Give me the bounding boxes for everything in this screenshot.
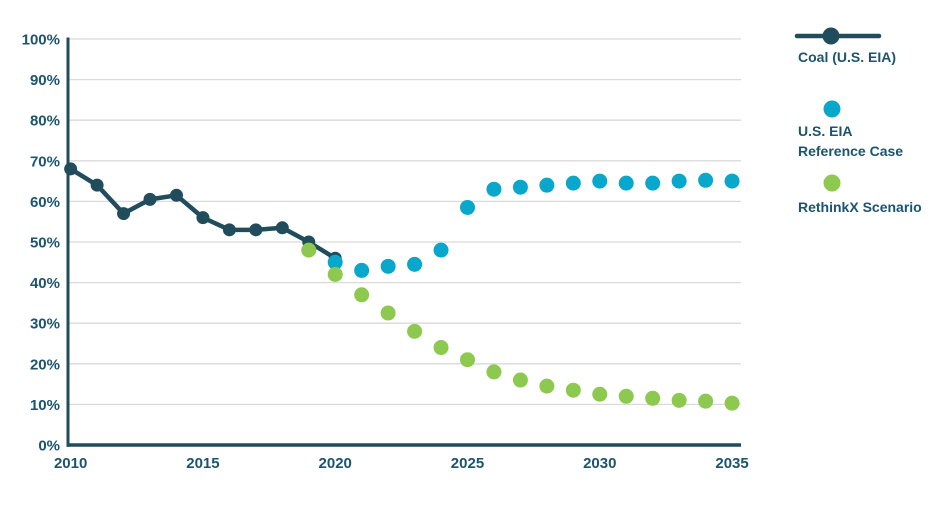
y-tick-label-10: 10% <box>30 397 60 414</box>
data-point-rethinkx-scenario-2026 <box>486 364 502 380</box>
data-point-rethinkx-scenario-2027 <box>512 372 528 388</box>
x-tick-label-2015: 2015 <box>186 455 219 472</box>
data-point-u-s-eia-reference-case-2035 <box>724 173 740 189</box>
legend-label-eia-reference-line2: Reference Case <box>798 143 904 159</box>
data-point-rethinkx-scenario-2021 <box>354 287 370 303</box>
data-point-coal-u-s-eia-2013 <box>143 192 157 206</box>
data-point-u-s-eia-reference-case-2030 <box>592 173 608 189</box>
data-point-u-s-eia-reference-case-2032 <box>645 175 661 191</box>
y-tick-label-70: 70% <box>30 153 60 170</box>
data-point-u-s-eia-reference-case-2034 <box>698 172 714 188</box>
data-point-u-s-eia-reference-case-2025 <box>459 199 475 215</box>
legend-label-eia-reference: U.S. EIA Reference Case <box>798 121 903 161</box>
y-tick-label-40: 40% <box>30 275 60 292</box>
data-point-rethinkx-scenario-2030 <box>592 386 608 402</box>
data-point-rethinkx-scenario-2033 <box>671 392 687 408</box>
data-point-u-s-eia-reference-case-2028 <box>539 177 555 193</box>
eia-reference-dot-marker <box>823 100 841 118</box>
x-tick-label-2020: 2020 <box>319 455 352 472</box>
y-tick-label-0: 0% <box>38 438 60 455</box>
data-point-rethinkx-scenario-2035 <box>724 395 740 411</box>
coal-line-dot-marker <box>794 27 882 45</box>
data-point-u-s-eia-reference-case-2024 <box>433 242 449 258</box>
data-point-coal-u-s-eia-2011 <box>90 178 104 192</box>
x-tick-label-2035: 2035 <box>715 455 748 472</box>
data-point-u-s-eia-reference-case-2027 <box>512 179 528 195</box>
data-point-coal-u-s-eia-2010 <box>64 162 78 176</box>
data-point-coal-u-s-eia-2014 <box>169 188 183 202</box>
data-point-u-s-eia-reference-case-2026 <box>486 181 502 197</box>
data-point-rethinkx-scenario-2029 <box>565 382 581 398</box>
y-tick-label-20: 20% <box>30 356 60 373</box>
data-point-coal-u-s-eia-2016 <box>222 223 236 237</box>
chart-legend: Coal (U.S. EIA) U.S. EIA Reference Case … <box>790 0 948 250</box>
legend-label-rethinkx: RethinkX Scenario <box>798 199 922 215</box>
data-point-u-s-eia-reference-case-2022 <box>380 258 396 274</box>
data-point-coal-u-s-eia-2012 <box>117 207 131 221</box>
data-point-u-s-eia-reference-case-2023 <box>407 256 423 272</box>
legend-label-coal: Coal (U.S. EIA) <box>798 49 897 65</box>
y-tick-label-80: 80% <box>30 113 60 130</box>
data-point-rethinkx-scenario-2031 <box>618 388 634 404</box>
data-point-coal-u-s-eia-2018 <box>275 221 289 235</box>
y-tick-label-30: 30% <box>30 316 60 333</box>
data-point-rethinkx-scenario-2022 <box>380 305 396 321</box>
data-point-coal-u-s-eia-2017 <box>249 223 263 237</box>
data-point-rethinkx-scenario-2028 <box>539 378 555 394</box>
x-tick-label-2010: 2010 <box>54 455 87 472</box>
y-tick-label-100: 100% <box>22 32 60 49</box>
data-point-rethinkx-scenario-2024 <box>433 340 449 356</box>
data-point-u-s-eia-reference-case-2031 <box>618 175 634 191</box>
data-point-rethinkx-scenario-2025 <box>459 352 475 368</box>
data-point-u-s-eia-reference-case-2021 <box>354 262 370 278</box>
y-tick-label-50: 50% <box>30 235 60 252</box>
data-point-rethinkx-scenario-2020 <box>327 266 343 282</box>
data-point-u-s-eia-reference-case-2029 <box>565 175 581 191</box>
data-point-rethinkx-scenario-2023 <box>407 323 423 339</box>
data-point-u-s-eia-reference-case-2033 <box>671 173 687 189</box>
y-tick-label-90: 90% <box>30 72 60 89</box>
data-point-u-s-eia-reference-case-2020 <box>327 254 343 270</box>
legend-label-eia-reference-line1: U.S. EIA <box>798 123 853 139</box>
x-tick-label-2030: 2030 <box>583 455 616 472</box>
data-point-coal-u-s-eia-2015 <box>196 211 210 225</box>
rethinkx-dot-marker <box>823 174 841 192</box>
data-point-rethinkx-scenario-2019 <box>301 242 317 258</box>
data-point-rethinkx-scenario-2034 <box>698 393 714 409</box>
x-tick-label-2025: 2025 <box>451 455 484 472</box>
y-tick-label-60: 60% <box>30 194 60 211</box>
data-point-rethinkx-scenario-2032 <box>645 390 661 406</box>
